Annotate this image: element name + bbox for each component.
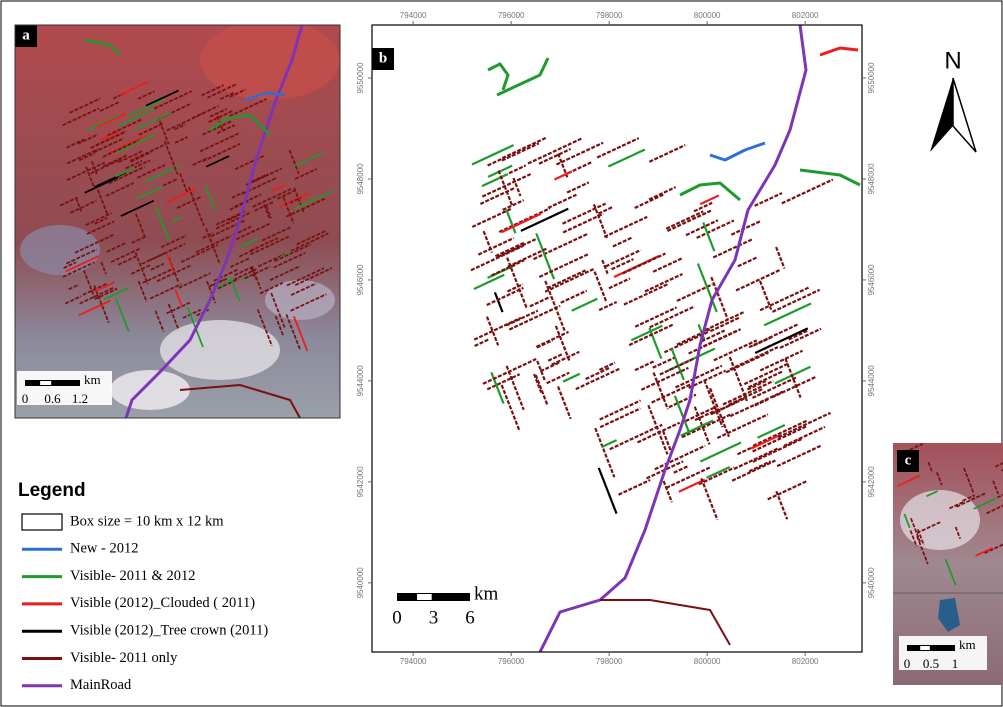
y-tick-label: 9548000 (867, 163, 876, 195)
panel-label: b (379, 50, 387, 66)
legend-label: Visible- 2011 only (70, 650, 178, 666)
scale-tick-label: 0 (904, 656, 911, 671)
scale-tick-label: 0 (22, 391, 29, 406)
panel-b: b km 0 3 6 (372, 25, 862, 652)
y-tick-label: 9546000 (867, 264, 876, 296)
legend-label: MainRoad (70, 677, 132, 693)
scale-bar-mid (40, 381, 51, 385)
scale-bar-mid (417, 594, 432, 600)
legend-title: Legend (18, 480, 86, 501)
legend-label: Visible- 2011 & 2012 (70, 568, 195, 584)
scale-unit: km (84, 372, 101, 387)
scale-tick-label: 1.2 (72, 391, 88, 406)
x-tick-label: 794000 (400, 657, 427, 666)
x-tick-label: 802000 (792, 11, 819, 20)
x-tick-label: 800000 (694, 11, 721, 20)
panel-c: c km 0 0.5 1 (893, 443, 1003, 685)
y-tick-label: 9542000 (867, 466, 876, 498)
scale-tick-label: 1 (952, 656, 959, 671)
scale-bar-mid (920, 646, 930, 650)
image-patch (20, 225, 100, 275)
arrow-left (930, 78, 953, 152)
figure: a km 0 0.6 1.2 b km 0 3 6 c km 0 0.5 1 Legend Box si… (0, 0, 1003, 707)
y-tick-label: 9540000 (356, 567, 365, 599)
panel-label: a (22, 27, 30, 43)
scale-tick-label: 3 (429, 607, 439, 628)
scale-tick-label: 0.6 (44, 391, 61, 406)
scale-tick-label: 6 (465, 607, 475, 628)
legend: Legend Box size = 10 km x 12 km New - 201… (18, 480, 268, 693)
x-tick-label: 798000 (596, 657, 623, 666)
y-tick-label: 9550000 (356, 62, 365, 94)
x-tick-label: 796000 (498, 657, 525, 666)
y-tick-label: 9544000 (356, 365, 365, 397)
x-tick-label: 802000 (792, 657, 819, 666)
legend-label: New - 2012 (70, 541, 138, 557)
y-tick-label: 9548000 (356, 163, 365, 195)
legend-label: Box size = 10 km x 12 km (70, 513, 224, 529)
scale-unit: km (959, 637, 976, 652)
y-tick-label: 9550000 (867, 62, 876, 94)
y-tick-label: 9540000 (867, 567, 876, 599)
panel-label: c (905, 452, 912, 468)
panel-a: a km 0 0.6 1.2 (15, 20, 340, 418)
scale-unit: km (474, 583, 499, 604)
legend-label: Visible (2012)_Tree crown (2011) (70, 623, 268, 639)
x-tick-label: 796000 (498, 11, 525, 20)
north-arrow: N (930, 47, 976, 152)
scale-tick-label: 0 (392, 607, 402, 628)
image-patch (200, 20, 340, 100)
x-tick-label: 794000 (400, 11, 427, 20)
legend-swatch (22, 514, 62, 530)
legend-label: Visible (2012)_Clouded ( 2011) (70, 595, 255, 611)
x-tick-label: 800000 (694, 657, 721, 666)
arrow-right (953, 78, 976, 152)
x-tick-label: 798000 (596, 11, 623, 20)
cloud (110, 370, 190, 410)
scale-bar-right (931, 645, 955, 651)
y-tick-label: 9542000 (356, 466, 365, 498)
scale-bar-right (53, 380, 81, 386)
north-label: N (944, 47, 961, 74)
y-tick-label: 9546000 (356, 264, 365, 296)
y-tick-label: 9544000 (867, 365, 876, 397)
scale-tick-label: 0.5 (923, 656, 939, 671)
cloud (160, 320, 280, 380)
scale-bar-right (434, 593, 471, 601)
